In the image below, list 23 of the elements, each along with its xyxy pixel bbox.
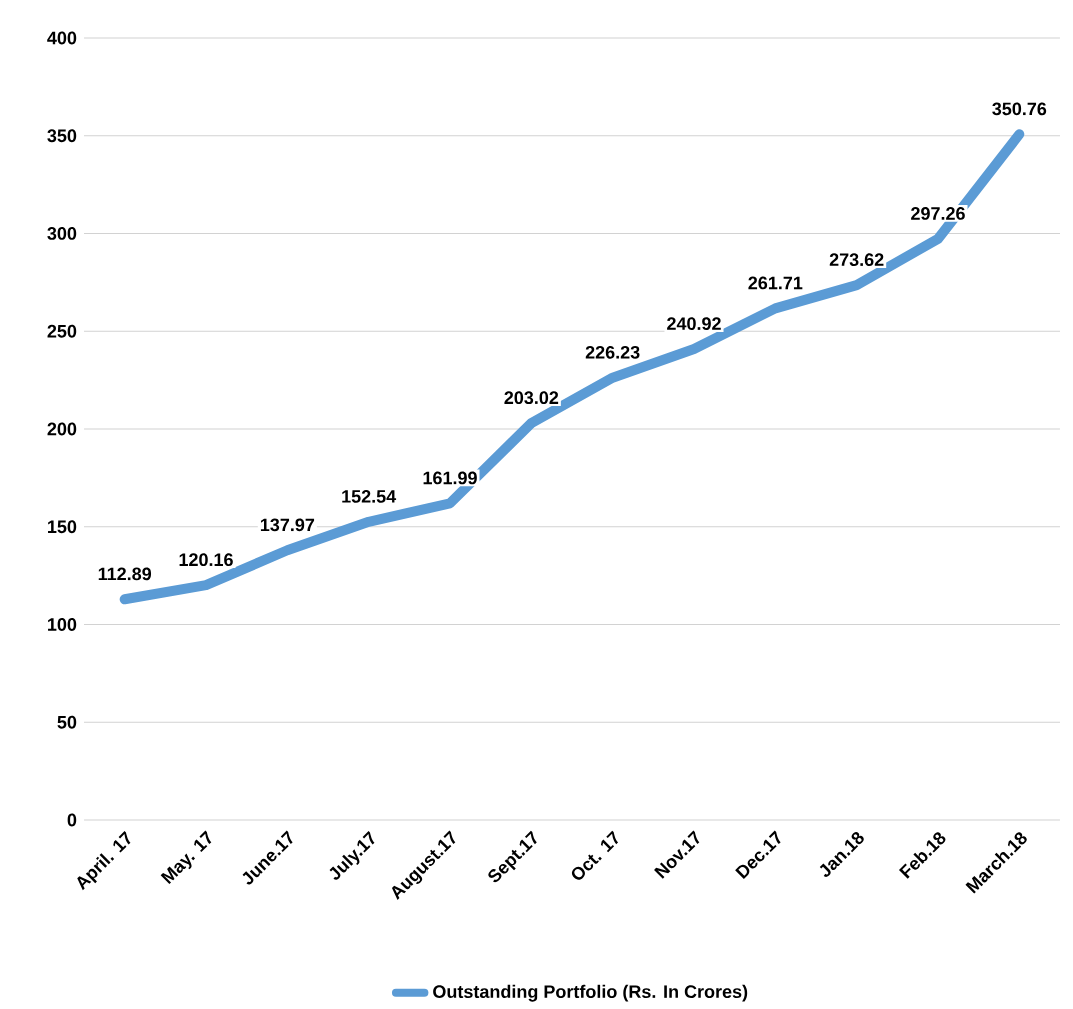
y-tick-label: 300	[47, 227, 77, 240]
data-label: 297.26	[911, 207, 965, 220]
y-tick-label: 150	[48, 520, 77, 534]
data-label: 120.16	[179, 553, 233, 567]
data-label: 261.71	[748, 276, 803, 290]
data-label: 161.99	[423, 471, 477, 485]
data-label: 152.54	[342, 490, 397, 503]
data-label: 350.76	[992, 102, 1047, 116]
data-label: 112.89	[98, 567, 152, 581]
data-label: 273.62	[829, 253, 884, 267]
legend-label: Outstanding Portfolio (Rs. In Crores)	[433, 984, 748, 1002]
data-label: 240.92	[667, 317, 721, 331]
data-label: 203.02	[504, 391, 559, 405]
y-tick-label: 400	[47, 31, 77, 45]
y-tick-label: 200	[47, 422, 77, 436]
y-tick-label: 100	[48, 618, 77, 631]
y-tick-label: 50	[57, 715, 77, 729]
data-label: 226.23	[585, 346, 640, 359]
x-tick-label: Oct. 17	[571, 830, 619, 880]
data-label: 137.97	[260, 518, 315, 532]
y-tick-label: 250	[47, 324, 77, 338]
y-tick-label: 0	[67, 813, 77, 827]
y-tick-label: 350	[47, 129, 77, 143]
